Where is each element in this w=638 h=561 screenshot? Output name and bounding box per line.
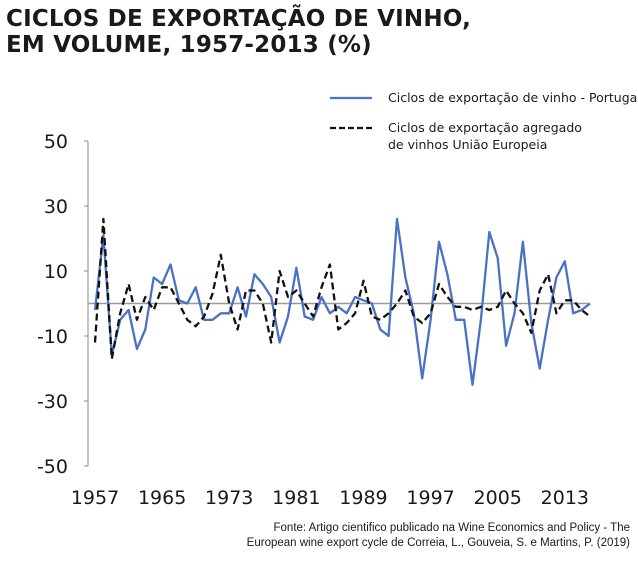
chart-title-line-1: CICLOS DE EXPORTAÇÃO DE VINHO, — [6, 6, 472, 32]
x-tick-label: 1989 — [339, 487, 387, 509]
x-tick-label: 1957 — [71, 487, 119, 509]
x-tick-label: 1997 — [406, 487, 454, 509]
y-tick-label: -10 — [37, 326, 68, 348]
y-tick-label: 10 — [44, 261, 68, 283]
series-line-eu — [93, 217, 591, 360]
chart-legend: Ciclos de exportação de vinho - Portugal… — [330, 90, 638, 152]
x-tick-label: 2013 — [541, 487, 589, 509]
legend-label: Ciclos de exportação de vinho - Portugal — [388, 90, 638, 105]
x-tick-label: 1981 — [272, 487, 320, 509]
chart-title-line-2: EM VOLUME, 1957-2013 (%) — [6, 32, 372, 58]
legend-label: de vinhos União Europeia — [388, 137, 547, 152]
line-chart: Ciclos de exportação de vinho - Portugal… — [37, 90, 638, 509]
x-tick-label: 1965 — [138, 487, 186, 509]
source-line-1: Fonte: Artigo cientifico publicado na Wi… — [273, 522, 630, 534]
chart-title: CICLOS DE EXPORTAÇÃO DE VINHO, EM VOLUME… — [6, 6, 471, 58]
x-axis: 1957 1965 1973 1981 1989 1997 2005 2013 — [71, 487, 589, 509]
y-tick-label: 30 — [44, 196, 68, 218]
series-line-portugal — [93, 217, 591, 386]
series-group — [93, 217, 591, 386]
y-axis: 50 30 10 -10 -30 -50 — [37, 131, 89, 478]
y-tick-label: -30 — [37, 391, 68, 413]
source-line-2: European wine export cycle de Correia, L… — [246, 537, 630, 549]
y-tick-label: -50 — [37, 456, 68, 478]
source-note: Fonte: Artigo cientifico publicado na Wi… — [247, 521, 630, 551]
legend-label: Ciclos de exportação agregado — [388, 120, 582, 135]
y-tick-label: 50 — [44, 131, 68, 153]
x-tick-label: 1973 — [205, 487, 253, 509]
x-tick-label: 2005 — [474, 487, 522, 509]
